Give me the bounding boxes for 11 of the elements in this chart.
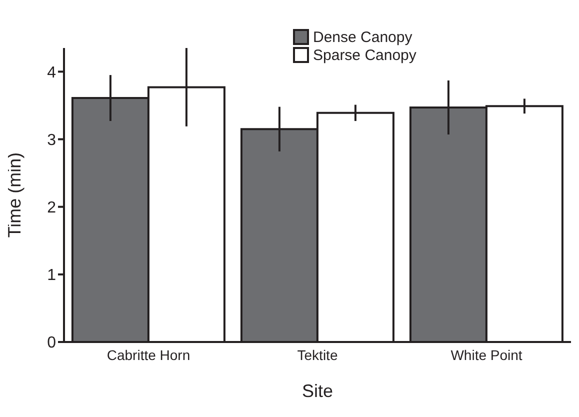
x-axis-title: Site — [302, 380, 334, 401]
x-tick-label: Cabritte Horn — [106, 346, 190, 363]
y-tick-label: 1 — [47, 267, 56, 284]
x-tick-label: Tektite — [297, 346, 338, 363]
y-tick-label: 0 — [47, 334, 56, 352]
legend-label: Sparse Canopy — [313, 46, 416, 64]
y-tick-label: 3 — [47, 132, 56, 149]
y-tick-label: 4 — [47, 64, 56, 82]
x-tick-label: White Point — [450, 346, 522, 363]
y-tick-label: 2 — [47, 200, 56, 217]
legend-label: Dense Canopy — [313, 28, 412, 46]
